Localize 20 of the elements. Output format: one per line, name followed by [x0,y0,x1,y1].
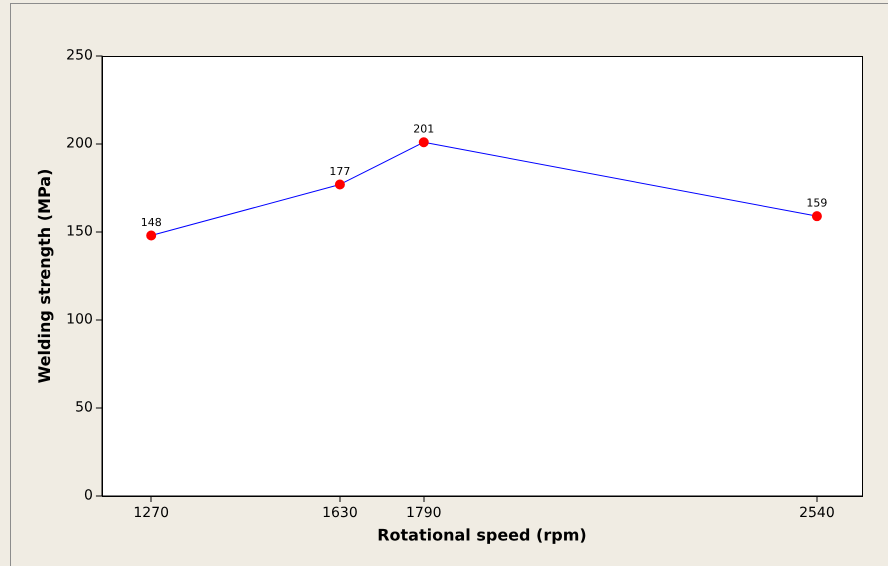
x-tick-label: 2540 [799,505,835,522]
x-axis-title: Rotational speed (rpm) [377,526,587,545]
y-tick-label: 50 [75,400,93,416]
y-tick-label: 100 [66,312,93,328]
data-label: 201 [413,122,434,136]
data-label: 148 [140,216,162,229]
data-label: 159 [806,196,828,210]
x-tick-label: 1790 [406,505,442,522]
point [418,137,429,148]
point [146,230,156,241]
x-tick-label: 1630 [322,505,358,522]
y-tick-label: 150 [66,224,93,240]
y-axis-title: Welding strength (MPa) [34,168,54,384]
point [812,211,822,222]
y-tick-label: 0 [84,488,93,504]
y-tick-label: 200 [66,136,93,152]
y-tick-label: 250 [66,48,93,64]
data-label: 177 [329,164,350,178]
x-tick-label: 1270 [133,505,170,522]
point [334,179,345,190]
